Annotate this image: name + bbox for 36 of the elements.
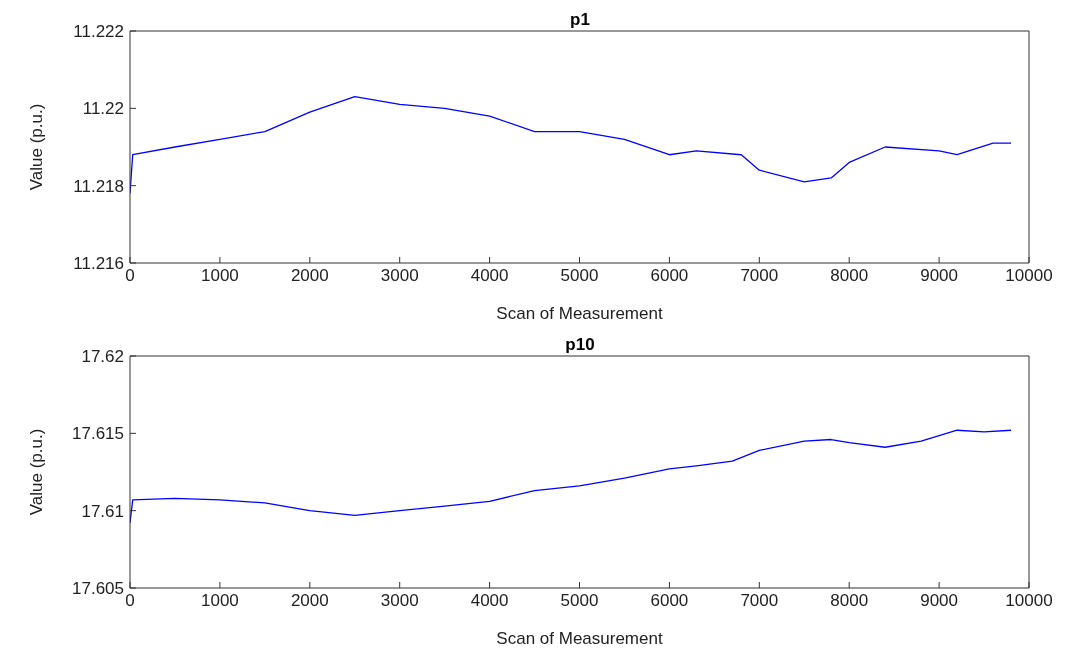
x-tick-label: 9000 xyxy=(920,591,959,611)
x-tick-label: 6000 xyxy=(650,266,689,286)
y-tick-label: 17.605 xyxy=(72,579,124,599)
y-tick-label: 11.222 xyxy=(73,22,124,42)
x-tick-label: 6000 xyxy=(650,591,689,611)
x-tick-label: 7000 xyxy=(740,591,779,611)
x-tick-label: 3000 xyxy=(380,591,419,611)
y-tick-label: 17.61 xyxy=(81,501,124,521)
y-tick-label: 17.615 xyxy=(72,424,124,444)
x-tick-label: 2000 xyxy=(290,266,329,286)
chart-title: p1 xyxy=(569,10,591,30)
x-tick-label: 7000 xyxy=(740,266,779,286)
x-tick-label: 5000 xyxy=(560,266,599,286)
y-tick-label: 17.62 xyxy=(81,347,124,367)
x-tick-label: 10000 xyxy=(1005,591,1053,611)
y-tick-label: 11.216 xyxy=(73,254,124,274)
x-axis-title: Scan of Measurement xyxy=(496,629,663,648)
x-tick-label: 4000 xyxy=(470,266,509,286)
x-tick-label: 1000 xyxy=(200,266,239,286)
y-tick-label: 11.22 xyxy=(82,99,124,119)
x-tick-label: 8000 xyxy=(830,266,869,286)
x-tick-label: 4000 xyxy=(470,591,509,611)
x-axis-title: Scan of Measurement xyxy=(496,304,663,323)
y-tick-label: 11.218 xyxy=(73,176,124,196)
x-tick-label: 5000 xyxy=(560,591,599,611)
chart-title: p10 xyxy=(564,335,596,355)
x-tick-label: 0 xyxy=(125,591,135,611)
x-tick-label: 10000 xyxy=(1005,266,1053,286)
x-tick-label: 2000 xyxy=(290,591,329,611)
x-tick-label: 8000 xyxy=(830,591,869,611)
x-tick-label: 3000 xyxy=(380,266,419,286)
y-axis-title: Value (p.u.) xyxy=(27,103,47,191)
x-tick-label: 0 xyxy=(125,266,135,286)
x-tick-label: 1000 xyxy=(200,591,239,611)
y-axis-title: Value (p.u.) xyxy=(27,428,47,516)
x-tick-label: 9000 xyxy=(920,266,959,286)
